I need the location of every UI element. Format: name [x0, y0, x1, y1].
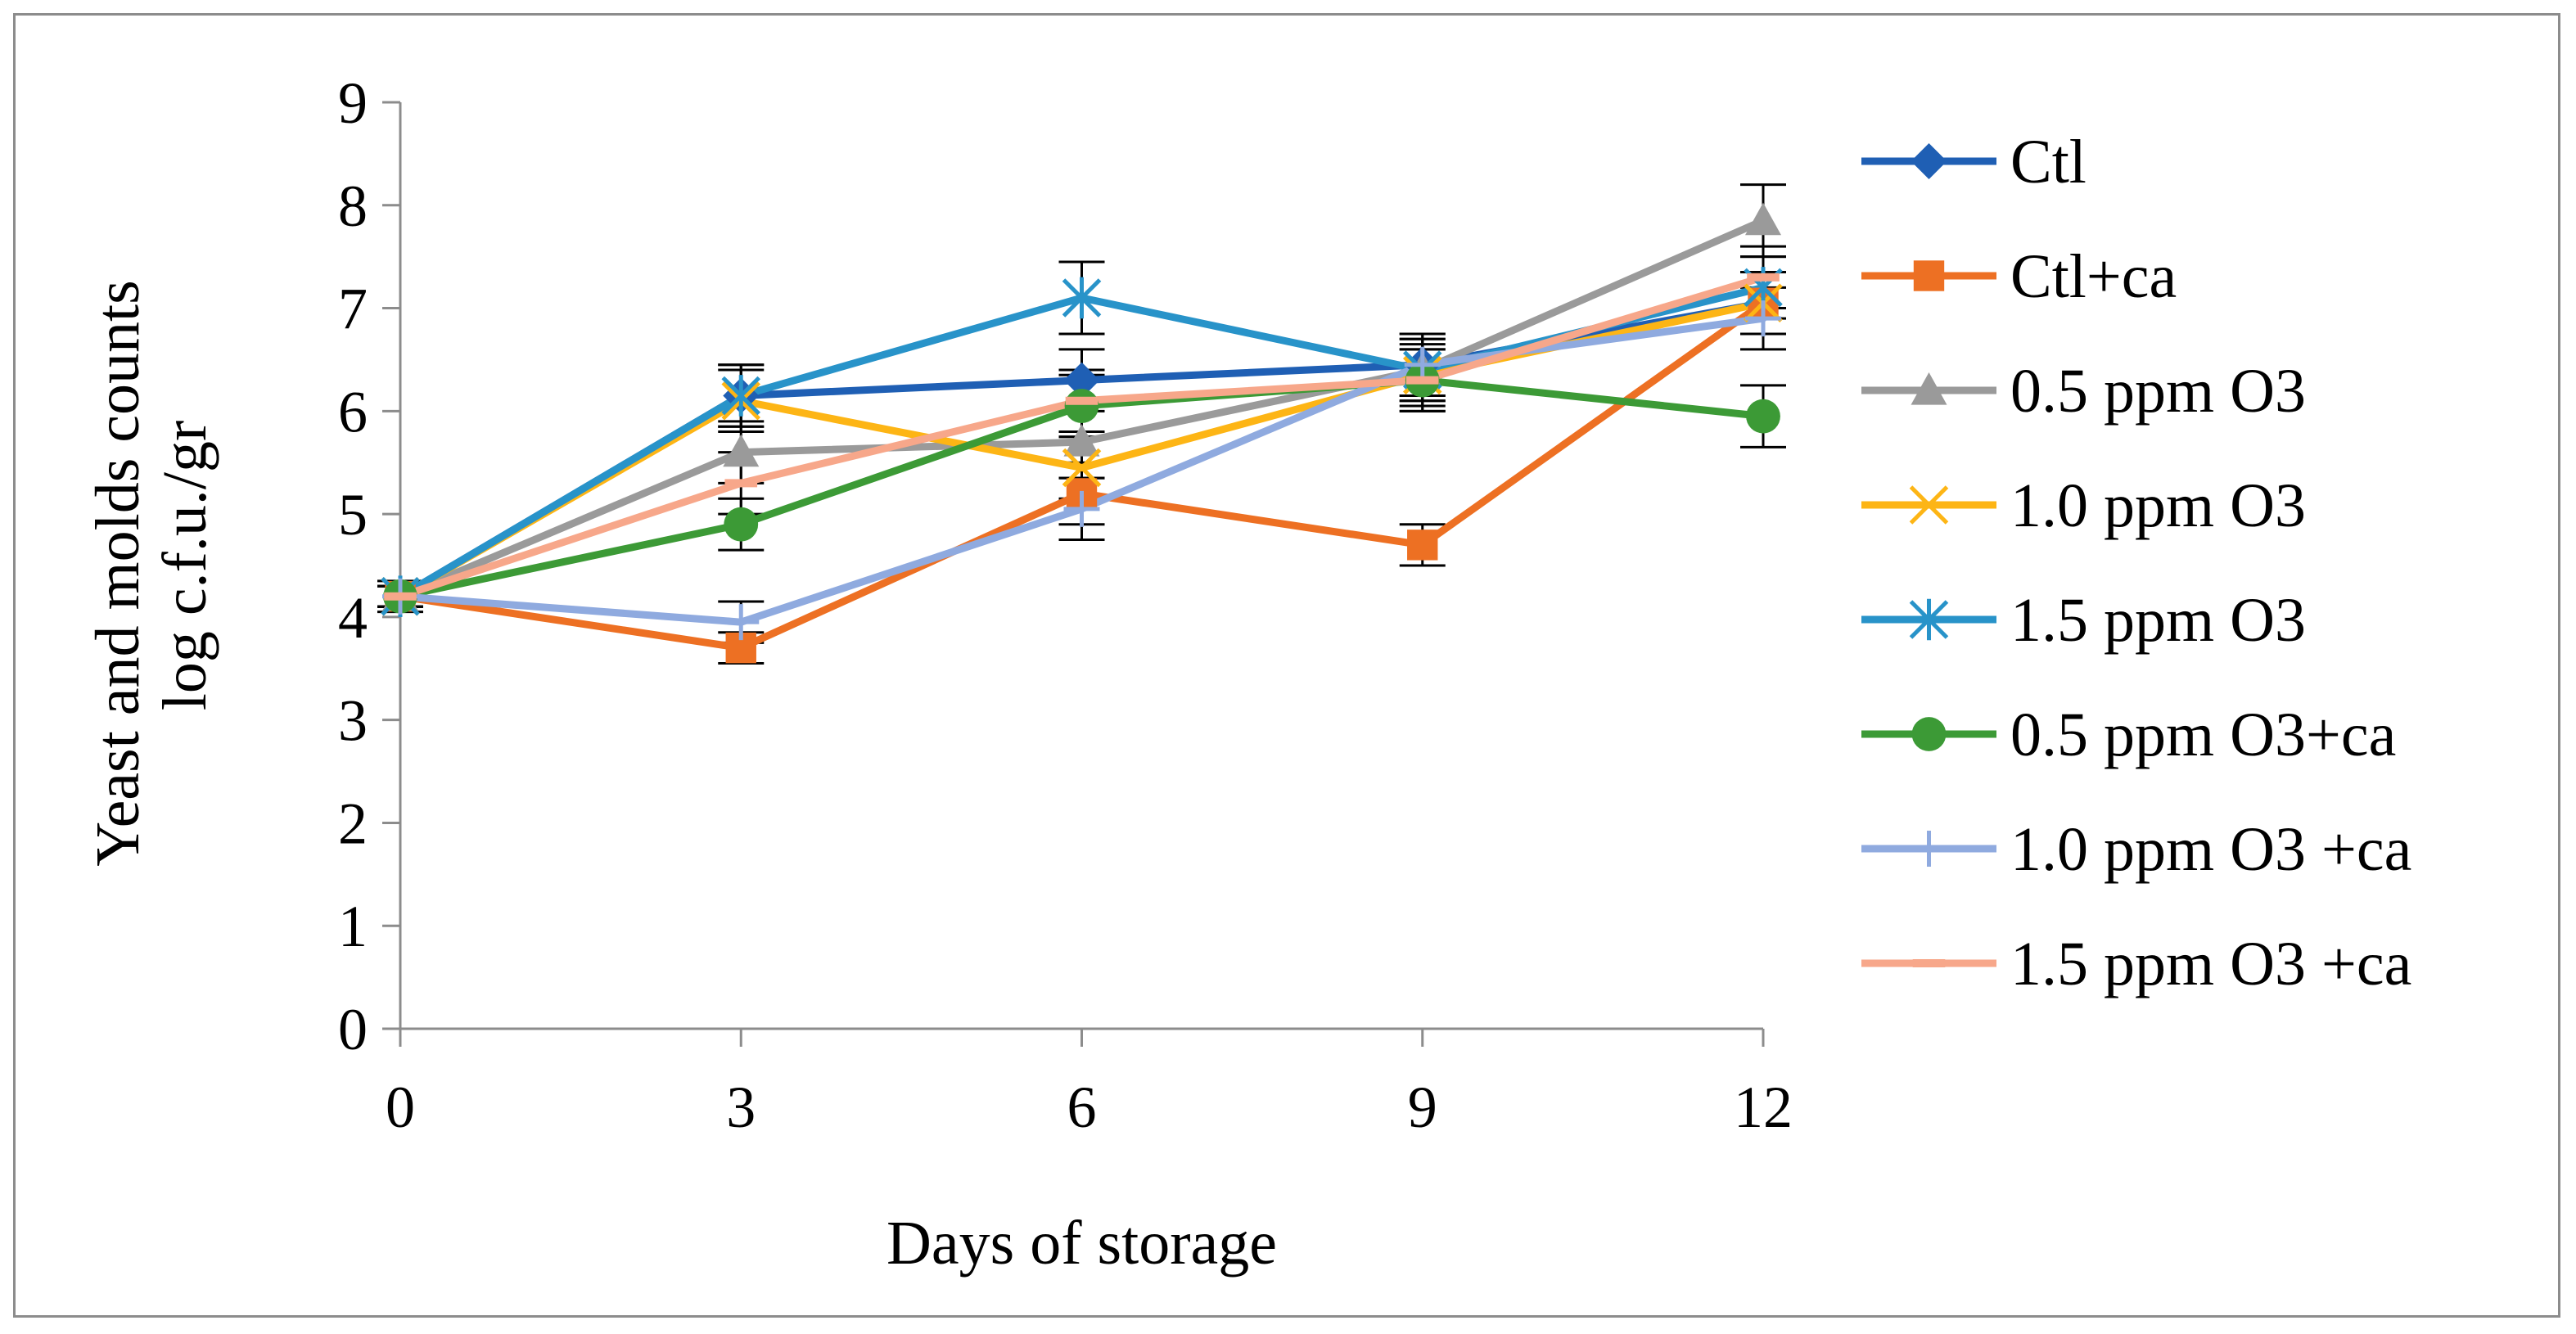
y-axis-title-line1: Yeast and molds counts [83, 280, 152, 866]
data-point [1745, 300, 1781, 337]
legend-swatch-marker [1909, 598, 1949, 641]
x-tick-label: 6 [1067, 1075, 1097, 1140]
data-point [384, 592, 417, 601]
legend-item: 0.5 ppm O3 [1861, 357, 2306, 426]
data-point [1405, 376, 1439, 385]
legend-swatch-marker [1913, 260, 1945, 291]
legend-item: Ctl+ca [1861, 242, 2177, 311]
y-axis-title-line2: log c.f.u./gr [151, 421, 219, 711]
data-point [1063, 424, 1100, 457]
legend-swatch-marker [1911, 372, 1947, 405]
legend-item: 1.5 ppm O3 +ca [1861, 930, 2411, 998]
legend-label: 0.5 ppm O3+ca [2010, 701, 2396, 769]
data-point [1407, 530, 1438, 561]
legend: Ctl Ctl+ca 0.5 ppm O3 1.0 ppm O3 1.5 ppm O3 0… [1861, 128, 2411, 998]
legend-label: Ctl [2010, 128, 2087, 196]
y-tick-label: 0 [338, 997, 368, 1062]
legend-swatch-marker [1911, 831, 1947, 867]
legend-swatch-marker [1912, 959, 1946, 967]
x-tick-label: 3 [726, 1075, 756, 1140]
legend-label: Ctl+ca [2010, 242, 2177, 311]
legend-label: 1.5 ppm O3 [2010, 586, 2306, 655]
data-point [1064, 389, 1099, 423]
y-tick-label: 8 [338, 174, 368, 239]
y-tick-label: 2 [338, 791, 368, 856]
data-point [724, 479, 758, 488]
legend-item: 0.5 ppm O3+ca [1861, 701, 2396, 769]
legend-label: 0.5 ppm O3 [2010, 357, 2306, 426]
x-tick-label: 0 [386, 1075, 415, 1140]
data-point [1062, 448, 1102, 488]
legend-label: 1.5 ppm O3 +ca [2010, 930, 2411, 998]
data-point [1063, 362, 1100, 399]
data-point [1062, 277, 1102, 319]
legend-item: Ctl [1861, 128, 2087, 196]
y-tick-label: 6 [338, 379, 368, 444]
data-point [1063, 490, 1100, 527]
legend-label: 1.0 ppm O3 +ca [2010, 815, 2411, 884]
series-markers [381, 202, 1783, 664]
chart-frame: 0 1 2 3 4 5 6 7 8 9 0 3 6 9 12 Ctl Ctl+ca 0.5 ppm O3 1.0 … [13, 13, 2560, 1318]
y-tick-label: 1 [338, 894, 368, 959]
data-point [1747, 273, 1780, 282]
x-axis-title: Days of storage [886, 1209, 1277, 1278]
legend-swatch-marker [1911, 143, 1947, 179]
data-point [724, 507, 759, 542]
y-tick-label: 5 [338, 482, 368, 548]
y-tick-label: 7 [338, 277, 368, 342]
x-tick-label: 9 [1408, 1075, 1437, 1140]
legend-swatch-marker [1909, 485, 1949, 525]
data-point [1065, 396, 1099, 405]
y-tick-label: 4 [338, 585, 368, 651]
data-point [1746, 399, 1780, 434]
legend-item: 1.5 ppm O3 [1861, 586, 2306, 655]
legend-item: 1.0 ppm O3 [1861, 471, 2306, 540]
x-tick-label: 12 [1734, 1075, 1793, 1140]
error-bars [377, 183, 1786, 665]
data-point [723, 604, 760, 641]
legend-item: 1.0 ppm O3 +ca [1861, 815, 2411, 884]
data-point [1745, 202, 1781, 236]
y-tick-label: 3 [338, 688, 368, 754]
y-axis-title: Yeast and molds counts log c.f.u./gr [83, 264, 219, 866]
y-tick-label: 9 [338, 70, 368, 136]
data-point [723, 434, 760, 467]
legend-swatch-marker [1911, 717, 1947, 751]
legend-label: 1.0 ppm O3 [2010, 471, 2306, 540]
data-point [721, 375, 761, 417]
